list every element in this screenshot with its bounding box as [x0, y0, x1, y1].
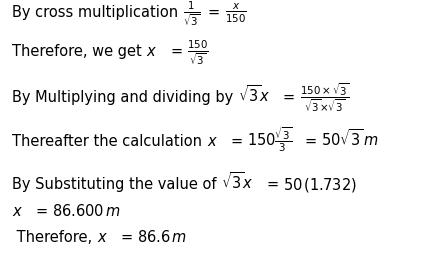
Text: $=$: $=$: [271, 90, 300, 105]
Text: $=$: $=$: [200, 5, 225, 20]
Text: $\frac{150}{\sqrt{3}}$: $\frac{150}{\sqrt{3}}$: [187, 39, 208, 68]
Text: $50\sqrt{3}\,m$: $50\sqrt{3}\,m$: [321, 128, 380, 149]
Text: By Multiplying and dividing by: By Multiplying and dividing by: [12, 90, 238, 105]
Text: $86.6\,m$: $86.6\,m$: [137, 229, 187, 245]
Text: $x$: $x$: [12, 204, 23, 219]
Text: $x$: $x$: [97, 230, 108, 245]
Text: $150\frac{\sqrt{3}}{3}$: $150\frac{\sqrt{3}}{3}$: [247, 125, 292, 154]
Text: $86.600\,m$: $86.600\,m$: [53, 203, 121, 219]
Text: $\frac{150 \times \sqrt{3}}{\sqrt{3}{\times}\sqrt{3}}$: $\frac{150 \times \sqrt{3}}{\sqrt{3}{\ti…: [300, 81, 349, 114]
Text: Therefore,: Therefore,: [12, 230, 97, 245]
Text: Therefore, we get: Therefore, we get: [12, 44, 146, 59]
Text: $x$: $x$: [206, 134, 218, 149]
Text: $=$: $=$: [292, 134, 321, 149]
Text: By Substituting the value of: By Substituting the value of: [12, 177, 221, 192]
Text: Thereafter the calculation: Thereafter the calculation: [12, 134, 206, 149]
Text: $\sqrt{3}x$: $\sqrt{3}x$: [238, 84, 271, 105]
Text: $x$: $x$: [146, 44, 157, 59]
Text: $=$: $=$: [157, 44, 187, 59]
Text: $=$: $=$: [218, 134, 247, 149]
Text: $\sqrt{3}x$: $\sqrt{3}x$: [221, 171, 254, 192]
Text: $=$: $=$: [108, 230, 137, 245]
Text: $\frac{1}{\sqrt{3}}$: $\frac{1}{\sqrt{3}}$: [183, 0, 200, 29]
Text: $\frac{x}{150}$: $\frac{x}{150}$: [225, 2, 246, 25]
Text: $=$: $=$: [254, 177, 283, 192]
Text: $=$: $=$: [23, 204, 53, 219]
Text: By cross multiplication: By cross multiplication: [12, 5, 183, 20]
Text: $50\,(1.732)$: $50\,(1.732)$: [283, 176, 357, 194]
